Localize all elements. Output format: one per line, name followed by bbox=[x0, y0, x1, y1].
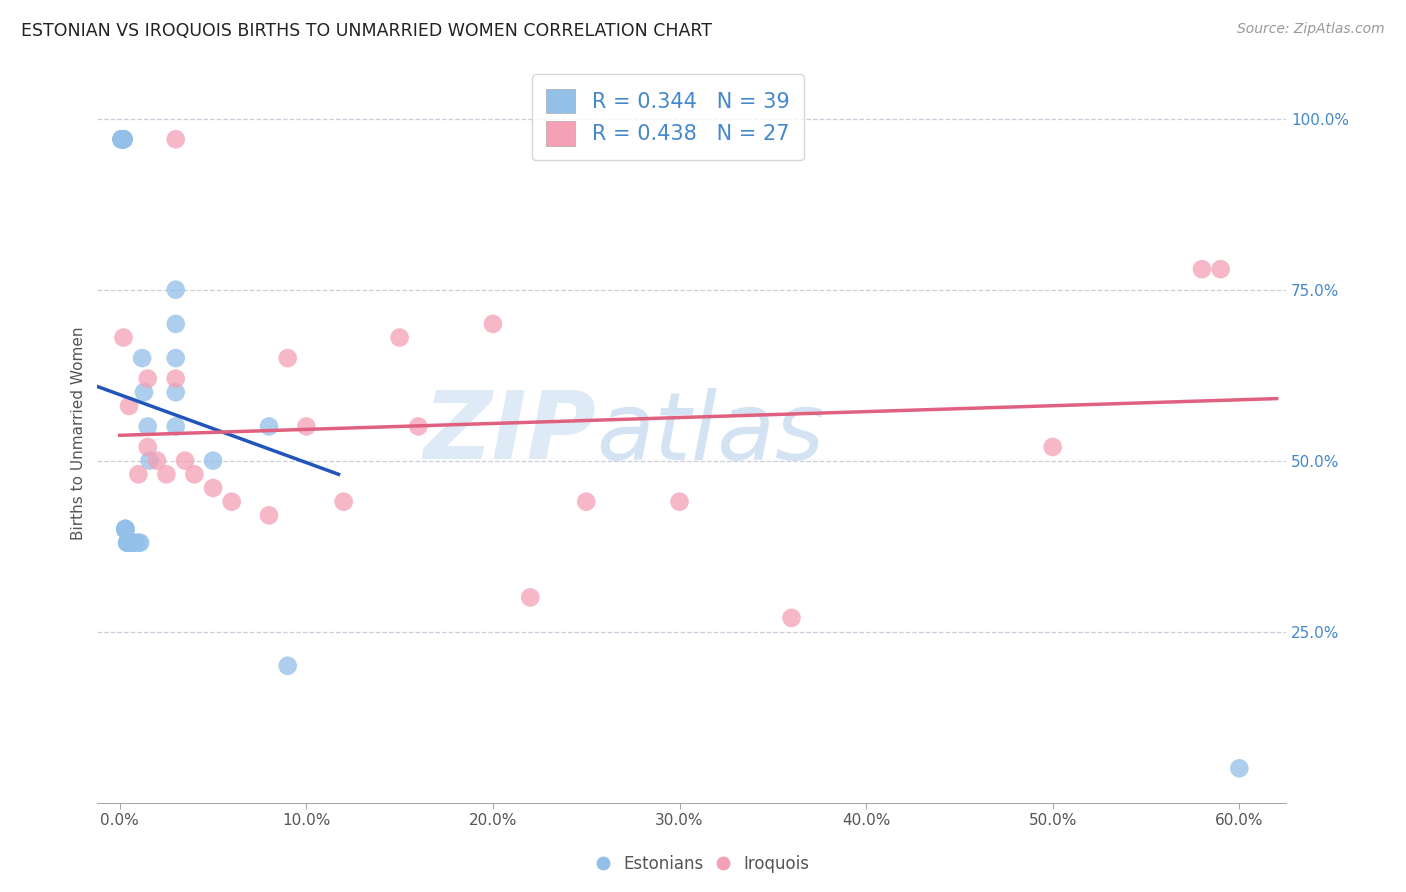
Point bbox=[112, 330, 135, 344]
Point bbox=[257, 508, 280, 523]
Point bbox=[112, 132, 135, 146]
Text: ZIP: ZIP bbox=[423, 387, 596, 479]
Point bbox=[114, 522, 136, 536]
Point bbox=[114, 522, 136, 536]
Point bbox=[519, 591, 541, 605]
Point bbox=[388, 330, 411, 344]
Point bbox=[165, 385, 187, 400]
Point bbox=[112, 132, 135, 146]
Point bbox=[165, 317, 187, 331]
Point bbox=[120, 535, 142, 549]
Point bbox=[110, 132, 132, 146]
Point bbox=[129, 535, 152, 549]
Point bbox=[202, 453, 225, 467]
Point bbox=[257, 419, 280, 434]
Point bbox=[332, 494, 354, 508]
Point bbox=[136, 440, 159, 454]
Point bbox=[118, 399, 141, 413]
Point bbox=[221, 494, 243, 508]
Point bbox=[136, 371, 159, 385]
Point bbox=[668, 494, 690, 508]
Point bbox=[277, 351, 299, 365]
Point bbox=[165, 283, 187, 297]
Point bbox=[110, 132, 132, 146]
Point bbox=[115, 535, 138, 549]
Point bbox=[127, 535, 149, 549]
Legend: Estonians, Iroquois: Estonians, Iroquois bbox=[591, 848, 815, 880]
Point bbox=[120, 535, 142, 549]
Point bbox=[121, 535, 143, 549]
Point bbox=[1227, 761, 1250, 775]
Point bbox=[114, 522, 136, 536]
Point bbox=[132, 385, 155, 400]
Point bbox=[114, 522, 136, 536]
Point bbox=[482, 317, 505, 331]
Point bbox=[1191, 262, 1213, 277]
Text: Source: ZipAtlas.com: Source: ZipAtlas.com bbox=[1237, 22, 1385, 37]
Point bbox=[112, 132, 135, 146]
Point bbox=[174, 453, 197, 467]
Point bbox=[127, 467, 149, 482]
Point bbox=[1209, 262, 1232, 277]
Y-axis label: Births to Unmarried Women: Births to Unmarried Women bbox=[72, 326, 86, 540]
Point bbox=[165, 351, 187, 365]
Point bbox=[138, 453, 160, 467]
Point bbox=[202, 481, 225, 495]
Point bbox=[165, 371, 187, 385]
Point bbox=[408, 419, 430, 434]
Point bbox=[110, 132, 132, 146]
Point bbox=[165, 419, 187, 434]
Point bbox=[115, 535, 138, 549]
Text: atlas: atlas bbox=[596, 388, 825, 479]
Point bbox=[1042, 440, 1064, 454]
Point bbox=[118, 535, 141, 549]
Point bbox=[575, 494, 598, 508]
Point bbox=[114, 522, 136, 536]
Point bbox=[115, 535, 138, 549]
Point bbox=[136, 419, 159, 434]
Point bbox=[110, 132, 132, 146]
Point bbox=[118, 535, 141, 549]
Text: ESTONIAN VS IROQUOIS BIRTHS TO UNMARRIED WOMEN CORRELATION CHART: ESTONIAN VS IROQUOIS BIRTHS TO UNMARRIED… bbox=[21, 22, 711, 40]
Point bbox=[165, 132, 187, 146]
Point bbox=[277, 658, 299, 673]
Point bbox=[131, 351, 153, 365]
Point bbox=[183, 467, 205, 482]
Point bbox=[110, 132, 132, 146]
Point bbox=[121, 535, 143, 549]
Point bbox=[155, 467, 177, 482]
Point bbox=[780, 611, 803, 625]
Point bbox=[112, 132, 135, 146]
Point bbox=[124, 535, 146, 549]
Legend: R = 0.344   N = 39, R = 0.438   N = 27: R = 0.344 N = 39, R = 0.438 N = 27 bbox=[531, 74, 804, 160]
Point bbox=[146, 453, 169, 467]
Point bbox=[295, 419, 318, 434]
